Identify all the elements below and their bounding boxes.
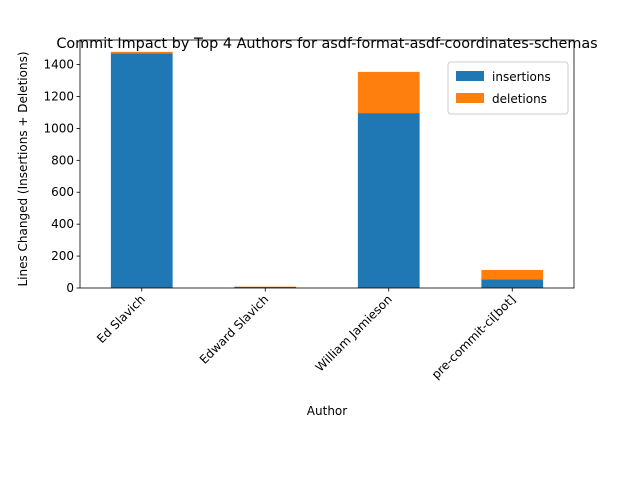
- y-tick-label: 200: [51, 249, 74, 263]
- x-axis-label: Author: [307, 404, 347, 418]
- bar-insertions-edward-slavich: [234, 286, 297, 288]
- y-tick-label: 0: [66, 281, 74, 295]
- y-tick-label: 1000: [43, 121, 74, 135]
- legend-label-deletions: deletions: [492, 92, 547, 106]
- axes-frame: [79, 39, 575, 289]
- x-tick-label: William Jamieson: [313, 292, 395, 374]
- legend: insertions deletions: [447, 61, 569, 115]
- y-axis-label: Lines Changed (Insertions + Deletions): [16, 51, 30, 286]
- x-tick-label: pre-commit-ci[bot]: [429, 292, 519, 382]
- bar-insertions-pre-commit-ci-bot: [481, 279, 544, 288]
- bar-insertions-ed-slavich: [110, 53, 173, 288]
- y-tick-label: 600: [51, 185, 74, 199]
- y-tick-label: 1400: [43, 58, 74, 72]
- x-tick-label: Edward Slavich: [197, 292, 272, 367]
- x-tick-label: Ed Slavich: [94, 292, 148, 346]
- y-tick-label: 1200: [43, 89, 74, 103]
- bar-deletions-pre-commit-ci-bot: [481, 269, 544, 280]
- bar-deletions-william-jamieson: [357, 71, 420, 114]
- y-tick-label: 400: [51, 217, 74, 231]
- bar-deletions-ed-slavich: [110, 51, 173, 54]
- legend-label-insertions: insertions: [492, 70, 551, 84]
- chart-title: Commit Impact by Top 4 Authors for asdf-…: [56, 36, 597, 52]
- legend-swatch-deletions: [456, 93, 484, 103]
- bar-insertions-william-jamieson: [357, 113, 420, 289]
- legend-swatch-insertions: [456, 71, 484, 81]
- y-tick-label: 800: [51, 153, 74, 167]
